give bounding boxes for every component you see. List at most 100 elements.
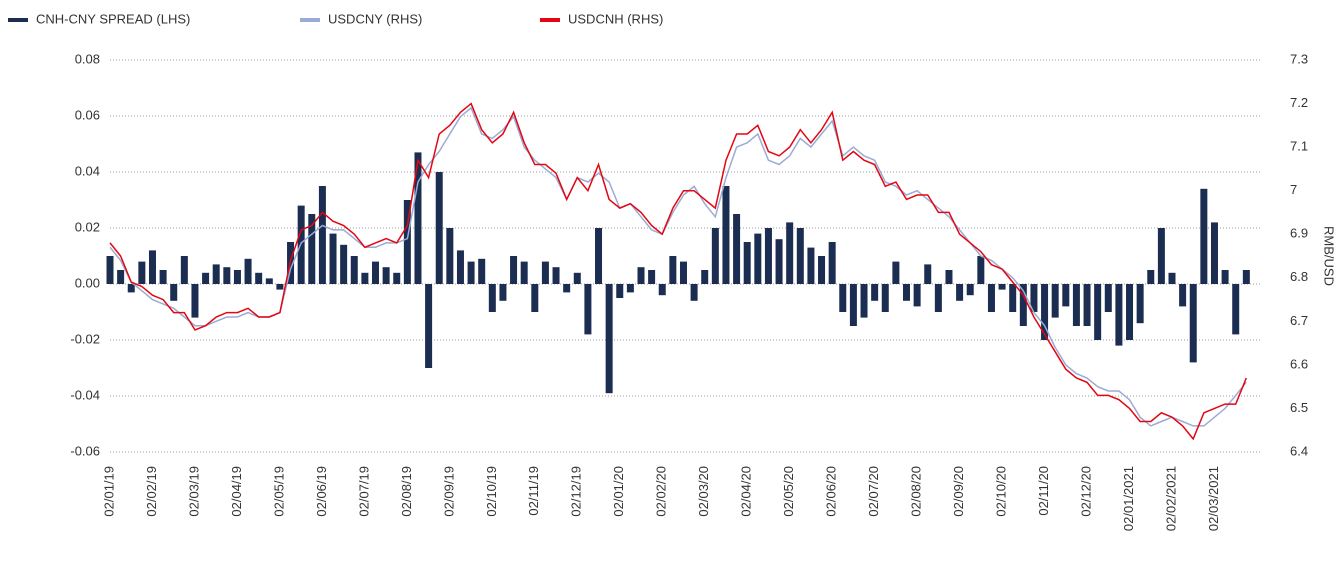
bar [1051, 284, 1059, 318]
y2-tick-label: 6.6 [1290, 356, 1308, 371]
x-tick-label: 02/08/19 [399, 466, 414, 517]
bar [563, 284, 571, 293]
bar [1083, 284, 1091, 326]
bar [956, 284, 964, 301]
bar [849, 284, 857, 326]
y2-tick-label: 7.2 [1290, 95, 1308, 110]
bar [701, 270, 709, 284]
x-tick-label: 02/04/20 [739, 466, 754, 517]
bar [786, 222, 794, 284]
x-tick-label: 02/02/2021 [1163, 466, 1178, 531]
y2-tick-label: 6.8 [1290, 269, 1308, 284]
bar [584, 284, 592, 335]
bar [127, 284, 135, 293]
bar [425, 284, 433, 368]
bar [223, 267, 231, 284]
y-tick-label: -0.06 [70, 443, 100, 458]
bar [372, 261, 379, 284]
bar [1062, 284, 1070, 307]
y-tick-label: 0.06 [75, 107, 100, 122]
bar [1041, 284, 1049, 340]
x-tick-label: 02/12/20 [1078, 466, 1093, 517]
bar [839, 284, 847, 312]
bar [1126, 284, 1134, 340]
bar [318, 186, 326, 284]
bar [616, 284, 624, 298]
bar [892, 261, 900, 284]
bar [138, 261, 146, 284]
bar [1147, 270, 1155, 284]
bar [711, 228, 719, 284]
bar [658, 284, 666, 296]
bar [170, 284, 178, 301]
x-tick-label: 02/11/19 [526, 466, 541, 516]
x-tick-label: 02/03/19 [186, 466, 201, 517]
bar [350, 256, 358, 284]
bar [871, 284, 879, 301]
y2-axis-label: RMB/USD [1322, 226, 1337, 286]
x-tick-label: 02/01/2021 [1121, 466, 1136, 531]
x-tick-label: 02/10/19 [484, 466, 499, 517]
bar [1168, 272, 1176, 284]
bar [478, 258, 486, 284]
bar [382, 267, 390, 284]
x-tick-label: 02/05/19 [271, 466, 286, 517]
x-tick-label: 02/12/19 [569, 466, 584, 517]
bar [828, 242, 836, 284]
legend-label: USDCNY (RHS) [328, 11, 422, 26]
bar [488, 284, 496, 312]
x-tick-label: 02/09/20 [951, 466, 966, 517]
bar [722, 186, 730, 284]
bar [669, 256, 677, 284]
bar [1179, 284, 1187, 307]
x-tick-label: 02/02/19 [144, 466, 159, 517]
legend-label: CNH-CNY SPREAD (LHS) [36, 11, 190, 26]
bar [276, 284, 284, 290]
bar [265, 278, 273, 284]
y2-tick-label: 7.1 [1290, 139, 1308, 154]
bar [456, 250, 464, 284]
bar [106, 256, 114, 284]
x-tick-label: 02/06/19 [314, 466, 329, 517]
bar [552, 267, 560, 284]
bar [733, 214, 741, 284]
bar [764, 228, 772, 284]
bar [1136, 284, 1144, 324]
bar [945, 270, 953, 284]
y2-tick-label: 7.3 [1290, 51, 1308, 66]
x-tick-label: 02/10/20 [994, 466, 1009, 517]
bar [1200, 188, 1208, 284]
bar [679, 261, 687, 284]
y-tick-label: -0.02 [70, 331, 100, 346]
y-tick-label: 0.02 [75, 219, 100, 234]
bar [796, 228, 804, 284]
bar [446, 228, 454, 284]
bar [966, 284, 974, 296]
bar [1094, 284, 1102, 340]
bar [308, 214, 316, 284]
bar [180, 256, 188, 284]
bar [520, 261, 528, 284]
bar [743, 242, 751, 284]
x-tick-label: 02/01/20 [611, 466, 626, 517]
bar [605, 284, 613, 394]
bar [340, 244, 348, 284]
bar [903, 284, 910, 301]
bar [595, 228, 603, 284]
bar [807, 247, 815, 284]
bar [541, 261, 549, 284]
y2-tick-label: 6.4 [1290, 443, 1308, 458]
y2-tick-label: 7 [1290, 182, 1297, 197]
bar [361, 272, 369, 284]
line [109, 106, 1247, 427]
x-tick-label: 02/09/19 [441, 466, 456, 517]
bar [212, 264, 220, 284]
bar [435, 172, 443, 284]
line [109, 102, 1247, 441]
x-tick-label: 02/04/19 [229, 466, 244, 517]
legend-label: USDCNH (RHS) [568, 11, 663, 26]
bar [1009, 284, 1017, 312]
y-tick-label: -0.04 [70, 387, 100, 402]
x-tick-label: 02/02/20 [654, 466, 669, 517]
